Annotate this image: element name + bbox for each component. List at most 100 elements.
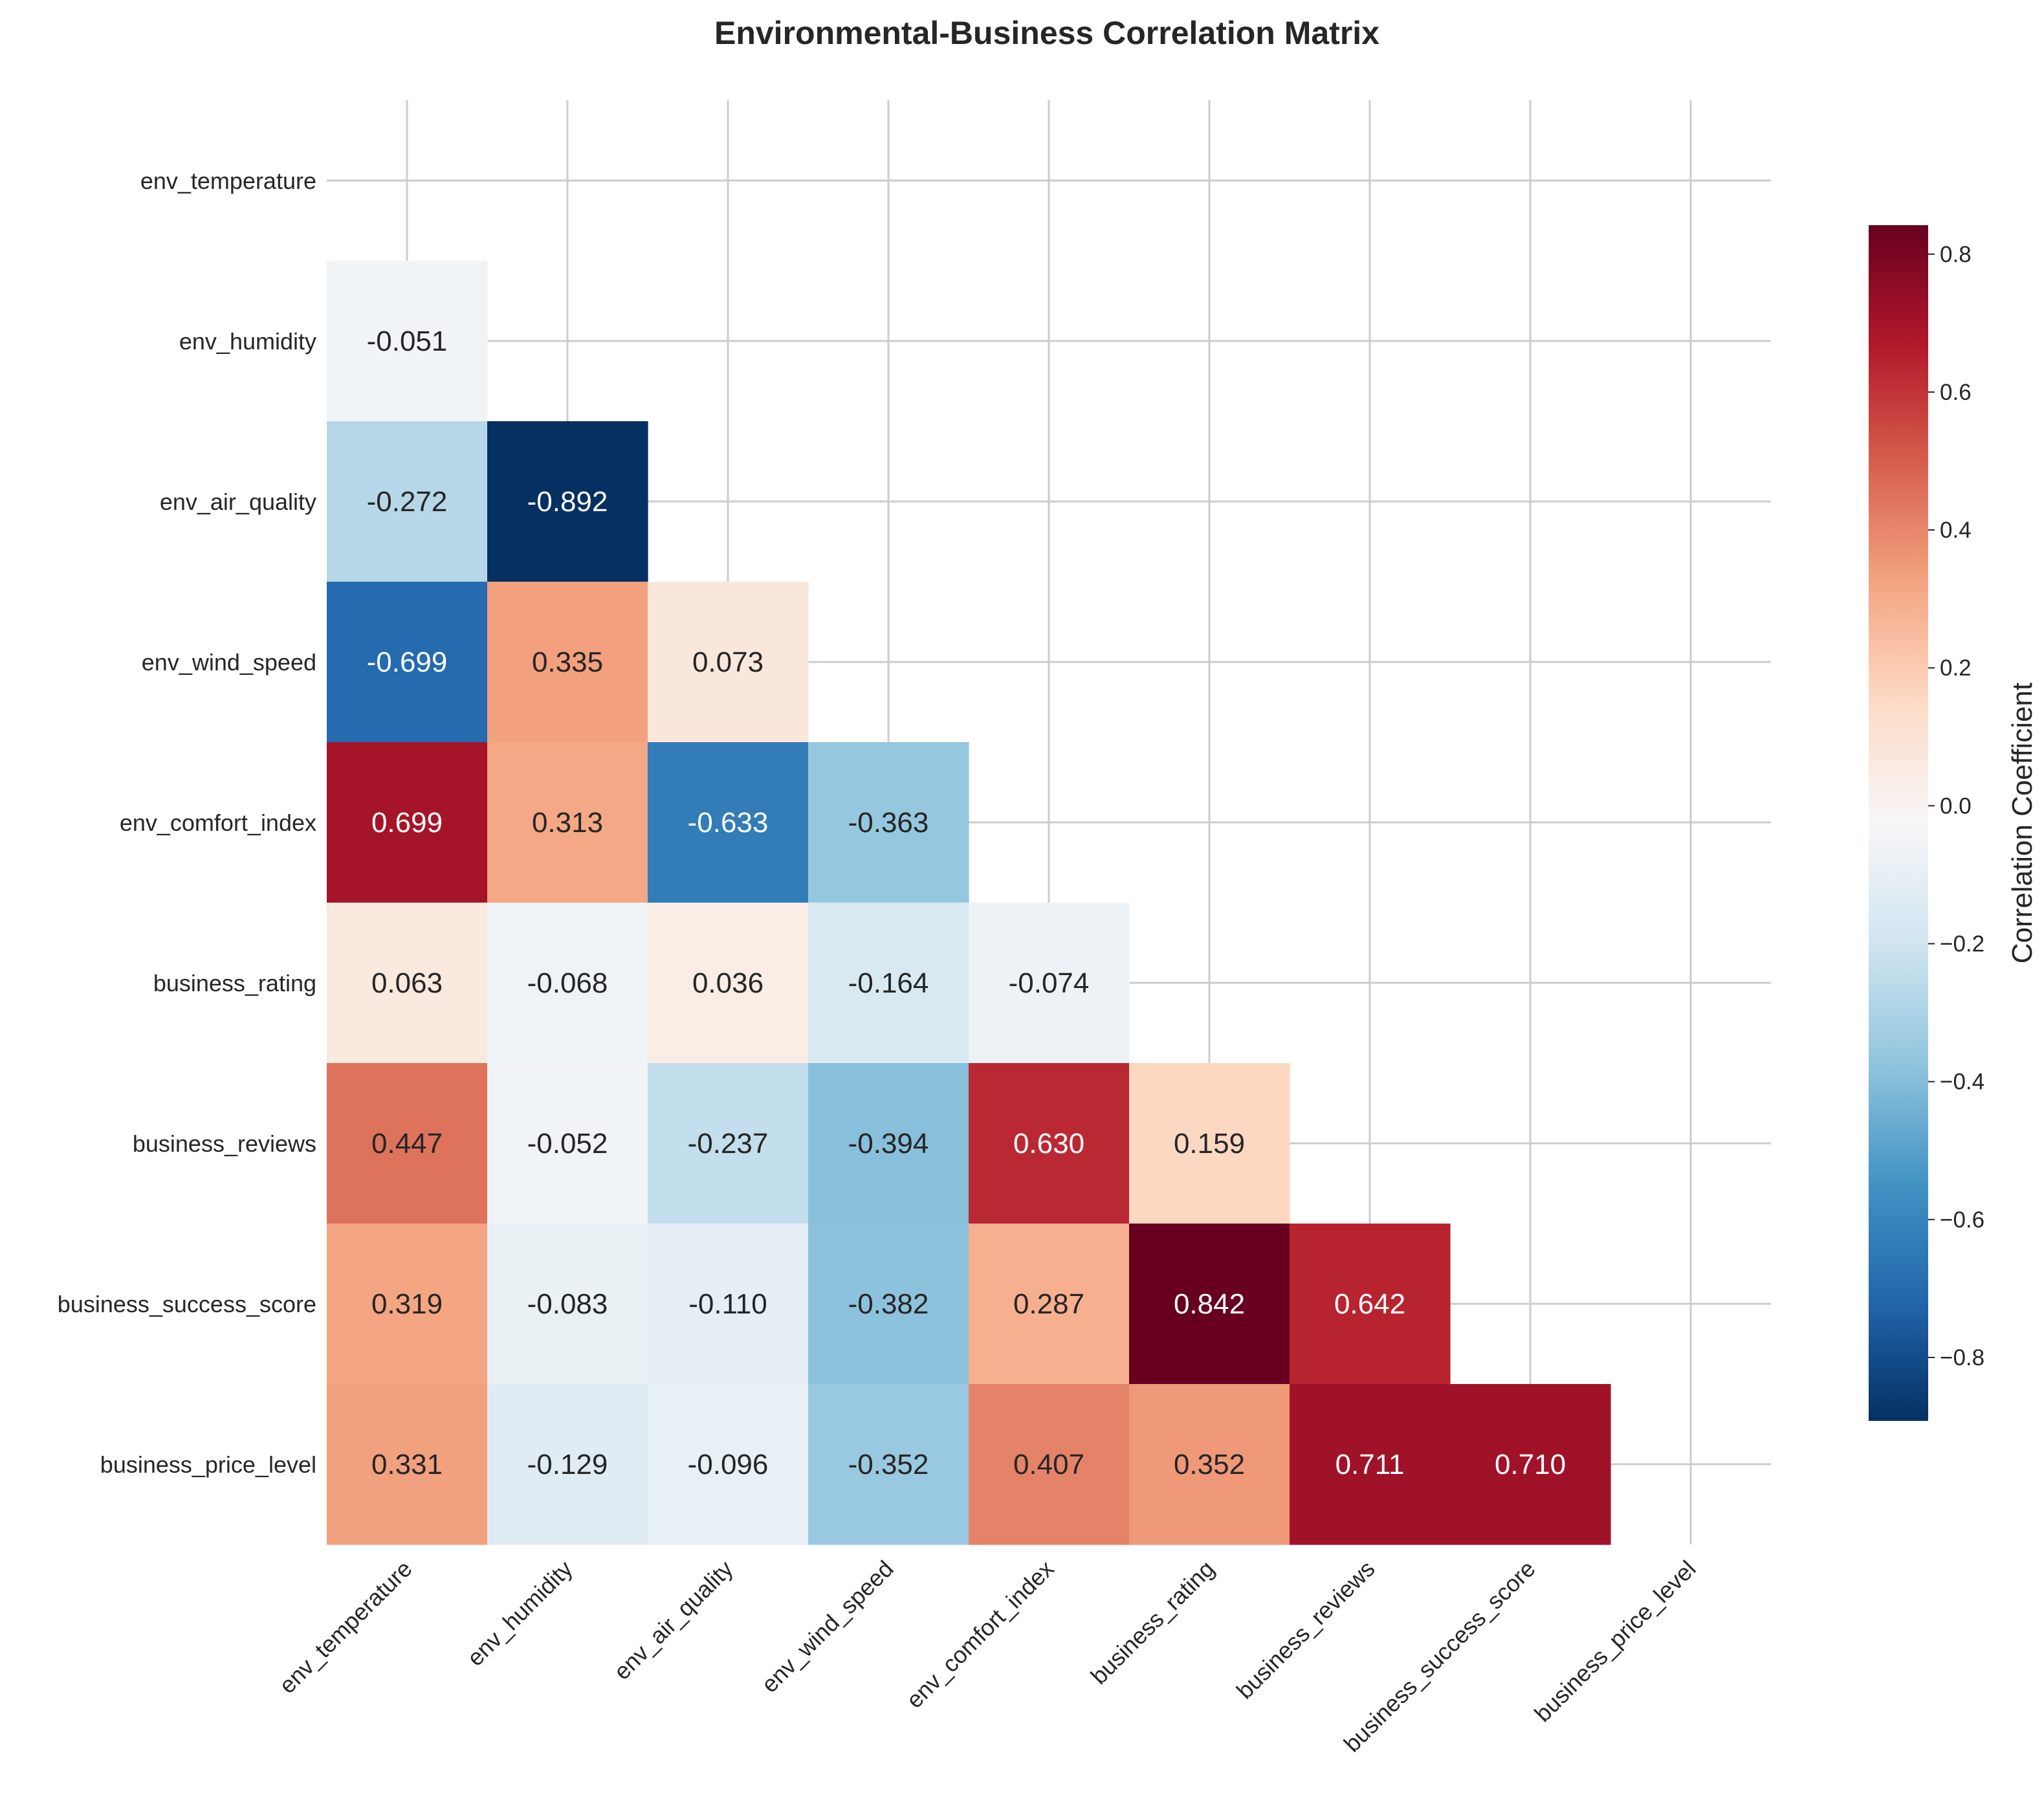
heatmap-cell <box>1450 1384 1611 1545</box>
cell-value-label: -0.633 <box>688 807 769 839</box>
cell-value-label: 0.711 <box>1335 1449 1405 1480</box>
heatmap-cell <box>969 1224 1130 1385</box>
y-tick-label: business_price_level <box>100 1451 316 1478</box>
cell-value-label: 0.352 <box>1174 1449 1245 1480</box>
heatmap-cell <box>327 1063 488 1224</box>
heatmap-cell <box>327 742 488 903</box>
heatmap-cell <box>808 1224 969 1385</box>
heatmap-cell <box>648 582 809 743</box>
cell-value-label: 0.319 <box>371 1288 443 1320</box>
x-tick-label: business_success_score <box>1339 1555 1541 1757</box>
colorbar-tick-label: −0.6 <box>1940 1207 1984 1233</box>
cell-value-label: -0.352 <box>848 1449 929 1480</box>
colorbar-gradient <box>1869 225 1928 1421</box>
cell-value-label: 0.447 <box>371 1128 443 1159</box>
cell-value-label: 0.036 <box>692 967 764 999</box>
heatmap-cell <box>648 1224 809 1385</box>
y-tick-label: business_reviews <box>133 1130 316 1157</box>
cell-value-label: 0.287 <box>1013 1288 1084 1320</box>
cell-value-label: -0.272 <box>367 486 448 518</box>
cell-value-label: 0.331 <box>371 1449 443 1480</box>
x-tick-label: env_wind_speed <box>756 1555 899 1698</box>
colorbar-tick-label: 0.4 <box>1940 518 1972 543</box>
heatmap-cell <box>487 421 648 582</box>
heatmap-cell <box>969 1384 1130 1545</box>
cell-value-label: 0.699 <box>371 807 443 839</box>
y-tick-label: env_temperature <box>140 168 316 194</box>
heatmap-cell <box>808 742 969 903</box>
cell-value-label: -0.237 <box>688 1128 769 1159</box>
colorbar-tick-label: 0.2 <box>1940 655 1972 681</box>
cell-value-label: 0.313 <box>532 807 603 839</box>
colorbar: 0.8 0.6 0.4 0.2 0.0 −0.2 −0.4 −0.6 −0.8 Correlati… <box>1869 225 2038 1421</box>
heatmap-cell <box>487 1384 648 1545</box>
cell-value-label: 0.842 <box>1174 1288 1245 1320</box>
heatmap-cell <box>327 261 488 422</box>
y-tick-label: env_wind_speed <box>142 649 316 676</box>
cell-value-label: -0.096 <box>688 1449 769 1480</box>
colorbar-tick-label: −0.8 <box>1940 1345 1984 1370</box>
heatmap-cell <box>1129 1384 1290 1545</box>
cell-value-label: -0.110 <box>688 1288 767 1320</box>
heatmap-cell <box>808 903 969 1064</box>
heatmap-cell <box>969 903 1130 1064</box>
y-tick-label: env_humidity <box>179 328 316 355</box>
cell-value-label: 0.335 <box>532 646 603 678</box>
heatmap-cell <box>487 582 648 743</box>
colorbar-label: Correlation Coefficient <box>2006 683 2038 964</box>
x-tick-label: business_reviews <box>1231 1555 1380 1704</box>
heatmap-cells: -0.051 -0.272 -0.892 -0.699 0.335 0.073 0.699 0… <box>327 261 1611 1545</box>
chart-title: Environmental-Business Correlation Matri… <box>714 15 1379 51</box>
cell-value-label: 0.630 <box>1013 1128 1084 1159</box>
cell-value-label: -0.129 <box>527 1449 608 1480</box>
colorbar-tick-label: 0.6 <box>1940 380 1972 405</box>
heatmap-cell <box>1129 1063 1290 1224</box>
cell-value-label: -0.083 <box>527 1288 608 1320</box>
cell-value-label: 0.642 <box>1334 1288 1405 1320</box>
heatmap-cell <box>327 1224 488 1385</box>
heatmap-cell <box>648 1384 809 1545</box>
cell-value-label: -0.052 <box>527 1128 608 1159</box>
x-tick-label: env_air_quality <box>608 1555 738 1685</box>
colorbar-tick-label: −0.2 <box>1940 932 1984 957</box>
colorbar-tick-label: 0.8 <box>1940 242 1972 267</box>
heatmap-cell <box>648 1063 809 1224</box>
heatmap-cell <box>487 1063 648 1224</box>
x-tick-label: env_temperature <box>274 1555 417 1698</box>
heatmap-cell <box>487 742 648 903</box>
y-tick-label: env_air_quality <box>160 489 316 515</box>
heatmap-cell <box>487 903 648 1064</box>
cell-value-label: 0.063 <box>371 967 443 999</box>
y-tick-label: env_comfort_index <box>120 809 316 836</box>
heatmap-cell <box>808 1384 969 1545</box>
heatmap-cell <box>1129 1224 1290 1385</box>
heatmap-cell <box>648 903 809 1064</box>
cell-value-label: -0.074 <box>1009 967 1090 999</box>
heatmap-cell <box>327 903 488 1064</box>
x-axis-labels: env_temperature env_humidity env_air_quali… <box>274 1555 1700 1757</box>
cell-value-label: -0.363 <box>848 807 929 839</box>
cell-value-label: 0.407 <box>1013 1449 1084 1480</box>
heatmap-cell <box>969 1063 1130 1224</box>
cell-value-label: 0.710 <box>1495 1449 1566 1480</box>
colorbar-tick-label: −0.4 <box>1940 1070 1984 1095</box>
colorbar-tick-label: 0.0 <box>1940 793 1972 819</box>
x-tick-label: business_price_level <box>1529 1555 1700 1727</box>
cell-value-label: -0.394 <box>848 1128 929 1159</box>
heatmap-cell <box>327 1384 488 1545</box>
x-tick-label: business_rating <box>1085 1555 1219 1689</box>
x-tick-label: env_comfort_index <box>901 1555 1059 1713</box>
cell-value-label: 0.073 <box>692 646 764 678</box>
cell-value-label: -0.382 <box>848 1288 929 1320</box>
x-tick-label: env_humidity <box>462 1555 578 1671</box>
y-tick-label: business_rating <box>153 970 316 996</box>
heatmap-cell <box>327 421 488 582</box>
y-axis-labels: env_temperature env_humidity env_air_quali… <box>58 168 316 1478</box>
cell-value-label: 0.159 <box>1174 1128 1245 1159</box>
cell-value-label: -0.699 <box>367 646 448 678</box>
heatmap-cell <box>487 1224 648 1385</box>
y-tick-label: business_success_score <box>58 1291 316 1317</box>
cell-value-label: -0.068 <box>527 967 608 999</box>
heatmap-cell <box>1290 1384 1451 1545</box>
